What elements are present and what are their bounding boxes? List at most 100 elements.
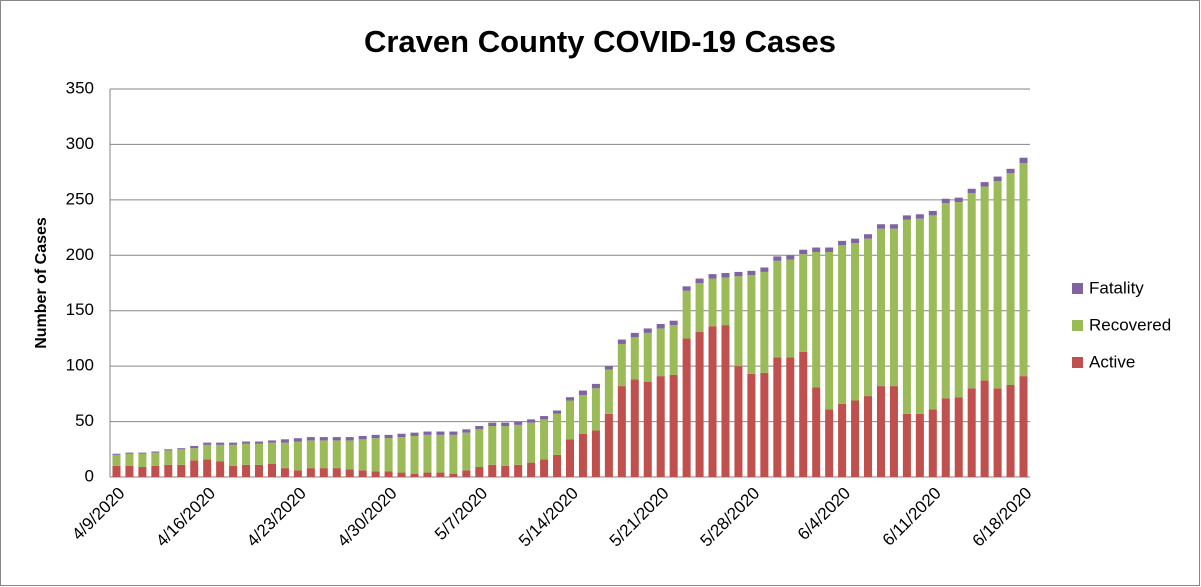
bar-segment <box>216 442 225 445</box>
bar-segment <box>436 431 445 435</box>
bar-segment <box>591 430 600 477</box>
bar-segment <box>242 441 251 444</box>
y-tick-label: 200 <box>66 245 94 264</box>
bar-segment <box>993 176 1002 182</box>
bar-segment <box>501 426 510 466</box>
bar-segment <box>267 463 276 477</box>
bar-segment <box>280 442 289 469</box>
bar-segment <box>332 437 341 441</box>
bar-segment <box>267 442 276 464</box>
bar-segment <box>747 270 756 276</box>
bar-segment <box>656 376 665 477</box>
bar-segment <box>812 247 821 252</box>
bar-segment <box>838 240 847 246</box>
bar-segment <box>941 398 950 477</box>
bar-segment <box>553 410 562 414</box>
bar-segment <box>604 369 613 414</box>
bar-segment <box>617 343 626 387</box>
bar-segment <box>928 215 937 410</box>
bar-segment <box>514 424 523 465</box>
bar-segment <box>941 198 950 204</box>
legend-label: Recovered <box>1089 315 1171 334</box>
bar-segment <box>967 188 976 194</box>
bar-segment <box>578 394 587 434</box>
bar-segment <box>138 452 147 454</box>
bar-segment <box>786 255 795 260</box>
legend-label: Active <box>1089 352 1135 371</box>
bar-segment <box>825 251 834 410</box>
y-tick-label: 0 <box>85 466 94 485</box>
bar-segment <box>306 437 315 441</box>
bar-segment <box>630 337 639 380</box>
bar-segment <box>345 440 354 470</box>
bar-segment <box>358 470 367 477</box>
bar-segment <box>151 465 160 477</box>
bar-segment <box>617 339 626 344</box>
bar-segment <box>773 357 782 477</box>
bar-segment <box>747 373 756 477</box>
bar-segment <box>838 403 847 477</box>
bar-segment <box>177 449 186 465</box>
bar-segment <box>954 197 963 203</box>
bar-segment <box>229 444 238 466</box>
bar-segment <box>514 464 523 477</box>
bar-segment <box>928 409 937 477</box>
bar-segment <box>980 186 989 381</box>
bar-segment <box>112 465 121 477</box>
bar-segment <box>229 465 238 477</box>
bar-segment <box>825 409 834 477</box>
bar-segment <box>345 437 354 441</box>
bar-segment <box>941 203 950 399</box>
bar-segment <box>436 472 445 477</box>
bar-segment <box>449 431 458 435</box>
bar-segment <box>540 416 549 420</box>
bar-segment <box>773 256 782 261</box>
bar-segment <box>721 325 730 477</box>
bar-segment <box>501 422 510 427</box>
bar-segment <box>475 426 484 430</box>
bar-segment <box>527 419 536 423</box>
bar-segment <box>695 331 704 477</box>
legend-swatch <box>1072 283 1083 294</box>
bar-segment <box>773 260 782 358</box>
bar-segment <box>708 274 717 279</box>
bar-segment <box>384 438 393 472</box>
bar-segment <box>578 433 587 477</box>
bar-segment <box>190 460 199 477</box>
bar-segment <box>125 452 134 454</box>
bar-segment <box>164 450 173 465</box>
bar-segment <box>734 271 743 277</box>
bar-segment <box>954 397 963 477</box>
bar-segment <box>760 271 769 373</box>
bar-segment <box>216 461 225 477</box>
bar-segment <box>242 443 251 465</box>
bar-segment <box>864 238 873 397</box>
bar-segment <box>734 366 743 477</box>
bar-segment <box>604 413 613 477</box>
bar-segment <box>267 440 276 443</box>
bar-segment <box>799 254 808 352</box>
bar-segment <box>1006 173 1015 385</box>
bar-segment <box>449 473 458 477</box>
bar-segment <box>902 219 911 414</box>
bar-segment <box>475 429 484 468</box>
bar-segment <box>721 273 730 278</box>
bar-segment <box>254 464 264 477</box>
chart-title: Craven County COVID-19 Cases <box>364 24 836 59</box>
bar-segment <box>1006 384 1015 477</box>
bar-segment <box>501 465 510 477</box>
bar-segment <box>695 278 704 283</box>
bar-segment <box>851 238 860 244</box>
bar-segment <box>553 454 562 477</box>
bar-segment <box>151 452 160 466</box>
bar-segment <box>1019 163 1028 377</box>
bar-segment <box>397 433 406 438</box>
bar-segment <box>682 338 691 477</box>
bar-segment <box>1019 157 1028 164</box>
bar-segment <box>462 470 471 477</box>
bar-segment <box>1006 168 1015 174</box>
bar-segment <box>838 245 847 404</box>
bar-segment <box>915 413 924 477</box>
bar-segment <box>565 439 575 477</box>
bar-segment <box>708 326 717 477</box>
